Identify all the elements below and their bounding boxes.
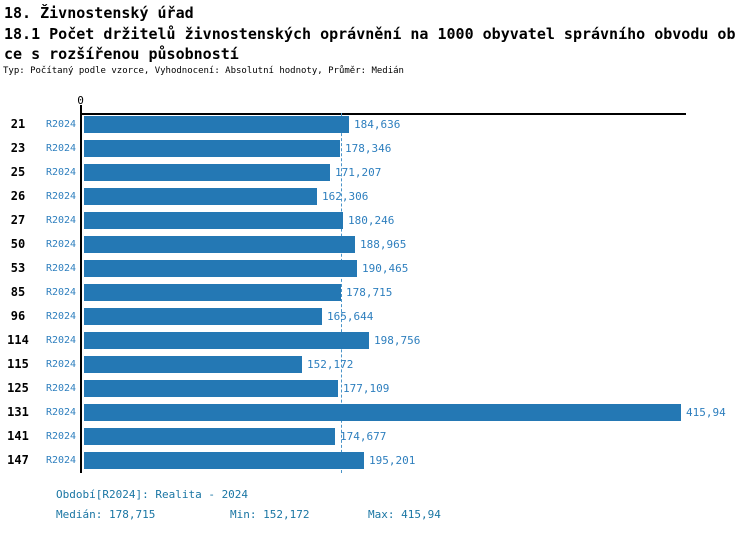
bar-value-label: 178,715 — [346, 286, 393, 299]
bar-value-label: 190,465 — [362, 262, 409, 275]
bar-value-label: 177,109 — [343, 382, 390, 395]
bar-value-label: 180,246 — [348, 214, 395, 227]
bar[interactable] — [84, 284, 341, 301]
row-series-label: R2024 — [45, 455, 77, 466]
row-category-label: 115 — [7, 357, 29, 371]
row-series-label: R2024 — [45, 119, 77, 130]
row-series-label: R2024 — [45, 191, 77, 202]
bar[interactable] — [84, 308, 322, 325]
bar[interactable] — [84, 332, 369, 349]
y-axis-line — [80, 105, 82, 473]
row-series-label: R2024 — [45, 359, 77, 370]
row-category-label: 23 — [10, 141, 26, 155]
row-category-label: 96 — [10, 309, 26, 323]
row-series-label: R2024 — [45, 311, 77, 322]
chart-meta: Typ: Počítaný podle vzorce, Vyhodnocení:… — [3, 66, 404, 76]
row-category-label: 21 — [10, 117, 26, 131]
report-section-title: 18. Živnostenský úřad — [4, 4, 194, 22]
row-series-label: R2024 — [45, 215, 77, 226]
row-series-label: R2024 — [45, 287, 77, 298]
indicator-title-line1: 18.1 Počet držitelů živnostenských opráv… — [4, 25, 736, 43]
row-category-label: 141 — [7, 429, 29, 443]
bar[interactable] — [84, 212, 343, 229]
stat-median: Medián: 178,715 — [56, 508, 156, 521]
bar[interactable] — [84, 164, 330, 181]
bar[interactable] — [84, 452, 364, 469]
row-category-label: 125 — [7, 381, 29, 395]
bar-value-label: 188,965 — [360, 238, 407, 251]
bar[interactable] — [84, 428, 335, 445]
row-series-label: R2024 — [45, 383, 77, 394]
bar-value-label: 184,636 — [354, 118, 401, 131]
row-series-label: R2024 — [45, 143, 77, 154]
median-line — [340, 113, 342, 473]
x-axis-zero-label: 0 — [77, 94, 84, 107]
bar-value-label: 162,306 — [322, 190, 369, 203]
legend-period: Období[R2024]: Realita - 2024 — [56, 488, 249, 501]
bar[interactable] — [84, 356, 302, 373]
row-category-label: 26 — [10, 189, 26, 203]
bar-value-label: 171,207 — [335, 166, 382, 179]
row-category-label: 25 — [10, 165, 26, 179]
bar[interactable] — [84, 404, 681, 421]
row-category-label: 50 — [10, 237, 26, 251]
bar-value-label: 165,644 — [327, 310, 374, 323]
bar[interactable] — [84, 260, 357, 277]
row-series-label: R2024 — [45, 239, 77, 250]
row-category-label: 131 — [7, 405, 29, 419]
bar-value-label: 152,172 — [307, 358, 354, 371]
row-category-label: 147 — [7, 453, 29, 467]
row-category-label: 85 — [10, 285, 26, 299]
bar-value-label: 415,94 — [686, 406, 726, 419]
stat-min: Min: 152,172 — [230, 508, 310, 521]
bar[interactable] — [84, 380, 338, 397]
row-series-label: R2024 — [45, 167, 77, 178]
bar-value-label: 195,201 — [369, 454, 416, 467]
bar-value-label: 198,756 — [374, 334, 421, 347]
indicator-title-line2: ce s rozšířenou působností — [4, 45, 239, 63]
bar-value-label: 178,346 — [345, 142, 392, 155]
row-series-label: R2024 — [45, 335, 77, 346]
stat-max: Max: 415,94 — [368, 508, 441, 521]
row-category-label: 27 — [10, 213, 26, 227]
row-category-label: 114 — [7, 333, 29, 347]
bar[interactable] — [84, 140, 340, 157]
bar-chart: 0 21 R2024 184,636 23 R2024 178,346 25 R2024 171… — [0, 92, 750, 484]
row-series-label: R2024 — [45, 263, 77, 274]
row-category-label: 53 — [10, 261, 26, 275]
row-series-label: R2024 — [45, 431, 77, 442]
row-series-label: R2024 — [45, 407, 77, 418]
bar[interactable] — [84, 116, 349, 133]
bar-value-label: 174,677 — [340, 430, 387, 443]
bar[interactable] — [84, 188, 317, 205]
x-axis-line — [81, 113, 686, 115]
bar[interactable] — [84, 236, 355, 253]
